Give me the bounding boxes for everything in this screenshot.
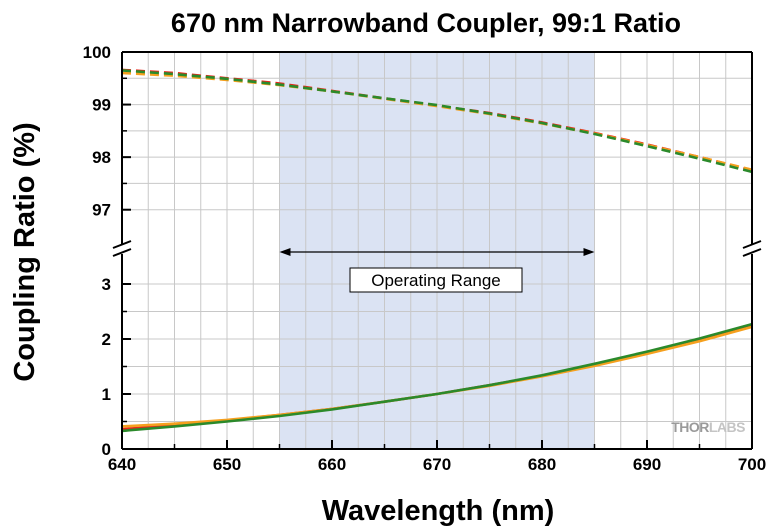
lower-y-tick-label: 1 (102, 385, 111, 404)
x-tick-label: 640 (108, 455, 136, 474)
lower-series-line-3 (121, 322, 753, 433)
axis-break-mark (742, 248, 762, 257)
lower-y-tick-label: 2 (102, 330, 111, 349)
upper-y-tick-label: 99 (92, 96, 111, 115)
axis-break-gap (745, 244, 759, 254)
arrow-head-right (583, 248, 595, 256)
upper-y-tick-label: 98 (92, 148, 111, 167)
chart-title: 670 nm Narrowband Coupler, 99:1 Ratio (171, 8, 681, 38)
x-tick-label: 650 (213, 455, 241, 474)
axis-break-gap (115, 244, 129, 254)
upper-y-tick-label: 100 (83, 43, 111, 62)
operating-range-label: Operating Range (371, 271, 500, 290)
plot-area: Operating Range 640 650 660 670 680 690 700 97 98… (83, 43, 767, 474)
x-tick-label: 700 (738, 455, 766, 474)
x-tick-label: 660 (318, 455, 346, 474)
x-tick-label: 670 (423, 455, 451, 474)
upper-series-line-3 (121, 69, 753, 174)
x-axis-label: Wavelength (nm) (322, 495, 555, 527)
lower-y-tick-label: 0 (102, 440, 111, 459)
arrow-head-left (279, 248, 291, 256)
upper-y-tick-label: 97 (92, 201, 111, 220)
axis-break-mark (112, 248, 132, 257)
y-axis-label: Coupling Ratio (%) (9, 122, 41, 381)
thorlabs-logo: THORLABS (671, 419, 745, 435)
x-tick-label: 680 (528, 455, 556, 474)
axis-break-mark (112, 240, 132, 249)
axis-break-mark (742, 240, 762, 249)
x-tick-label: 690 (633, 455, 661, 474)
lower-y-tick-label: 3 (102, 275, 111, 294)
operating-range-label-box (349, 267, 523, 293)
